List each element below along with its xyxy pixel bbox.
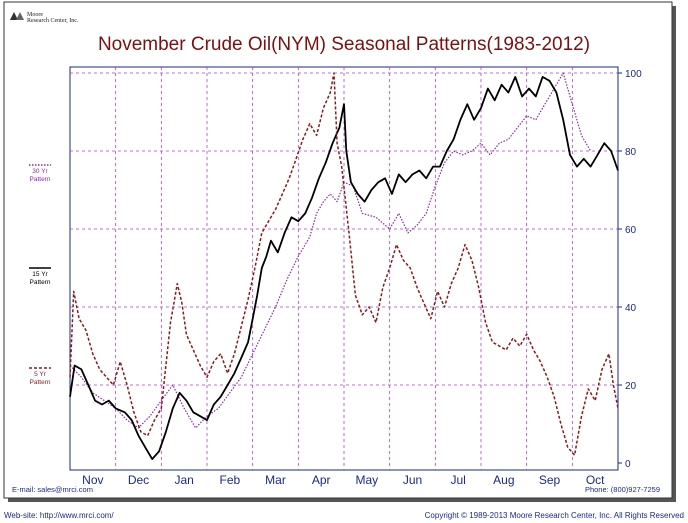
x-axis-labels: Nov Dec Jan Feb Mar Apr May Jun Jul Aug Sep Oct bbox=[82, 473, 605, 487]
chart-title: November Crude Oil(NYM) Seasonal Pattern… bbox=[98, 34, 590, 55]
y-tick-label: 100 bbox=[625, 69, 642, 80]
legend-5yr-line2: Pattern bbox=[30, 379, 51, 386]
series-lines bbox=[69, 72, 619, 460]
month-label: Apr bbox=[312, 473, 331, 487]
month-label: Dec bbox=[128, 473, 149, 487]
month-label: Oct bbox=[586, 473, 605, 487]
month-label: Mar bbox=[265, 473, 286, 487]
legend-5yr: 5 Yr Pattern bbox=[29, 367, 51, 386]
month-label: May bbox=[355, 473, 378, 487]
logo-mark-left bbox=[10, 12, 18, 20]
legend-15yr: 15 Yr Pattern bbox=[29, 267, 51, 286]
logo-mark-right bbox=[16, 12, 24, 20]
month-label: Jul bbox=[450, 473, 465, 487]
y-axis-labels: 100 80 60 40 20 0 bbox=[618, 69, 642, 470]
footer-phone: Phone: (800)927-7259 bbox=[585, 485, 660, 494]
month-label: Jan bbox=[174, 473, 193, 487]
legend-30yr: 30 Yr Pattern bbox=[29, 164, 51, 183]
legend-5yr-line1: 5 Yr bbox=[34, 371, 47, 378]
chart-frame bbox=[3, 1, 673, 499]
moore-logo: Moore Research Center, Inc. bbox=[10, 12, 79, 24]
footer-email: E-mail: sales@mrci.com bbox=[12, 485, 93, 494]
y-tick-label: 80 bbox=[625, 147, 637, 158]
logo-line-2: Research Center, Inc. bbox=[27, 18, 79, 24]
month-label: Sep bbox=[539, 473, 561, 487]
month-label: Jun bbox=[403, 473, 422, 487]
month-label: Aug bbox=[493, 473, 514, 487]
legend-15yr-line2: Pattern bbox=[30, 279, 51, 286]
legend-30yr-line1: 30 Yr bbox=[32, 168, 48, 175]
month-label: Nov bbox=[82, 473, 103, 487]
series-line-1 bbox=[69, 76, 619, 460]
y-tick-label: 40 bbox=[625, 303, 637, 314]
y-tick-label: 0 bbox=[625, 459, 631, 470]
series-line-2 bbox=[69, 72, 619, 456]
y-tick-label: 60 bbox=[625, 225, 637, 236]
logo-line-1: Moore bbox=[27, 12, 43, 18]
legend-15yr-line1: 15 Yr bbox=[32, 271, 48, 278]
footer-website[interactable]: Web-site: http://www.mrci.com/ bbox=[4, 511, 114, 520]
y-tick-label: 20 bbox=[625, 381, 637, 392]
footer-copyright: Copyright © 1989-2013 Moore Research Cen… bbox=[425, 511, 684, 520]
grid bbox=[70, 67, 618, 470]
month-label: Feb bbox=[219, 473, 240, 487]
legend-30yr-line2: Pattern bbox=[30, 176, 51, 183]
